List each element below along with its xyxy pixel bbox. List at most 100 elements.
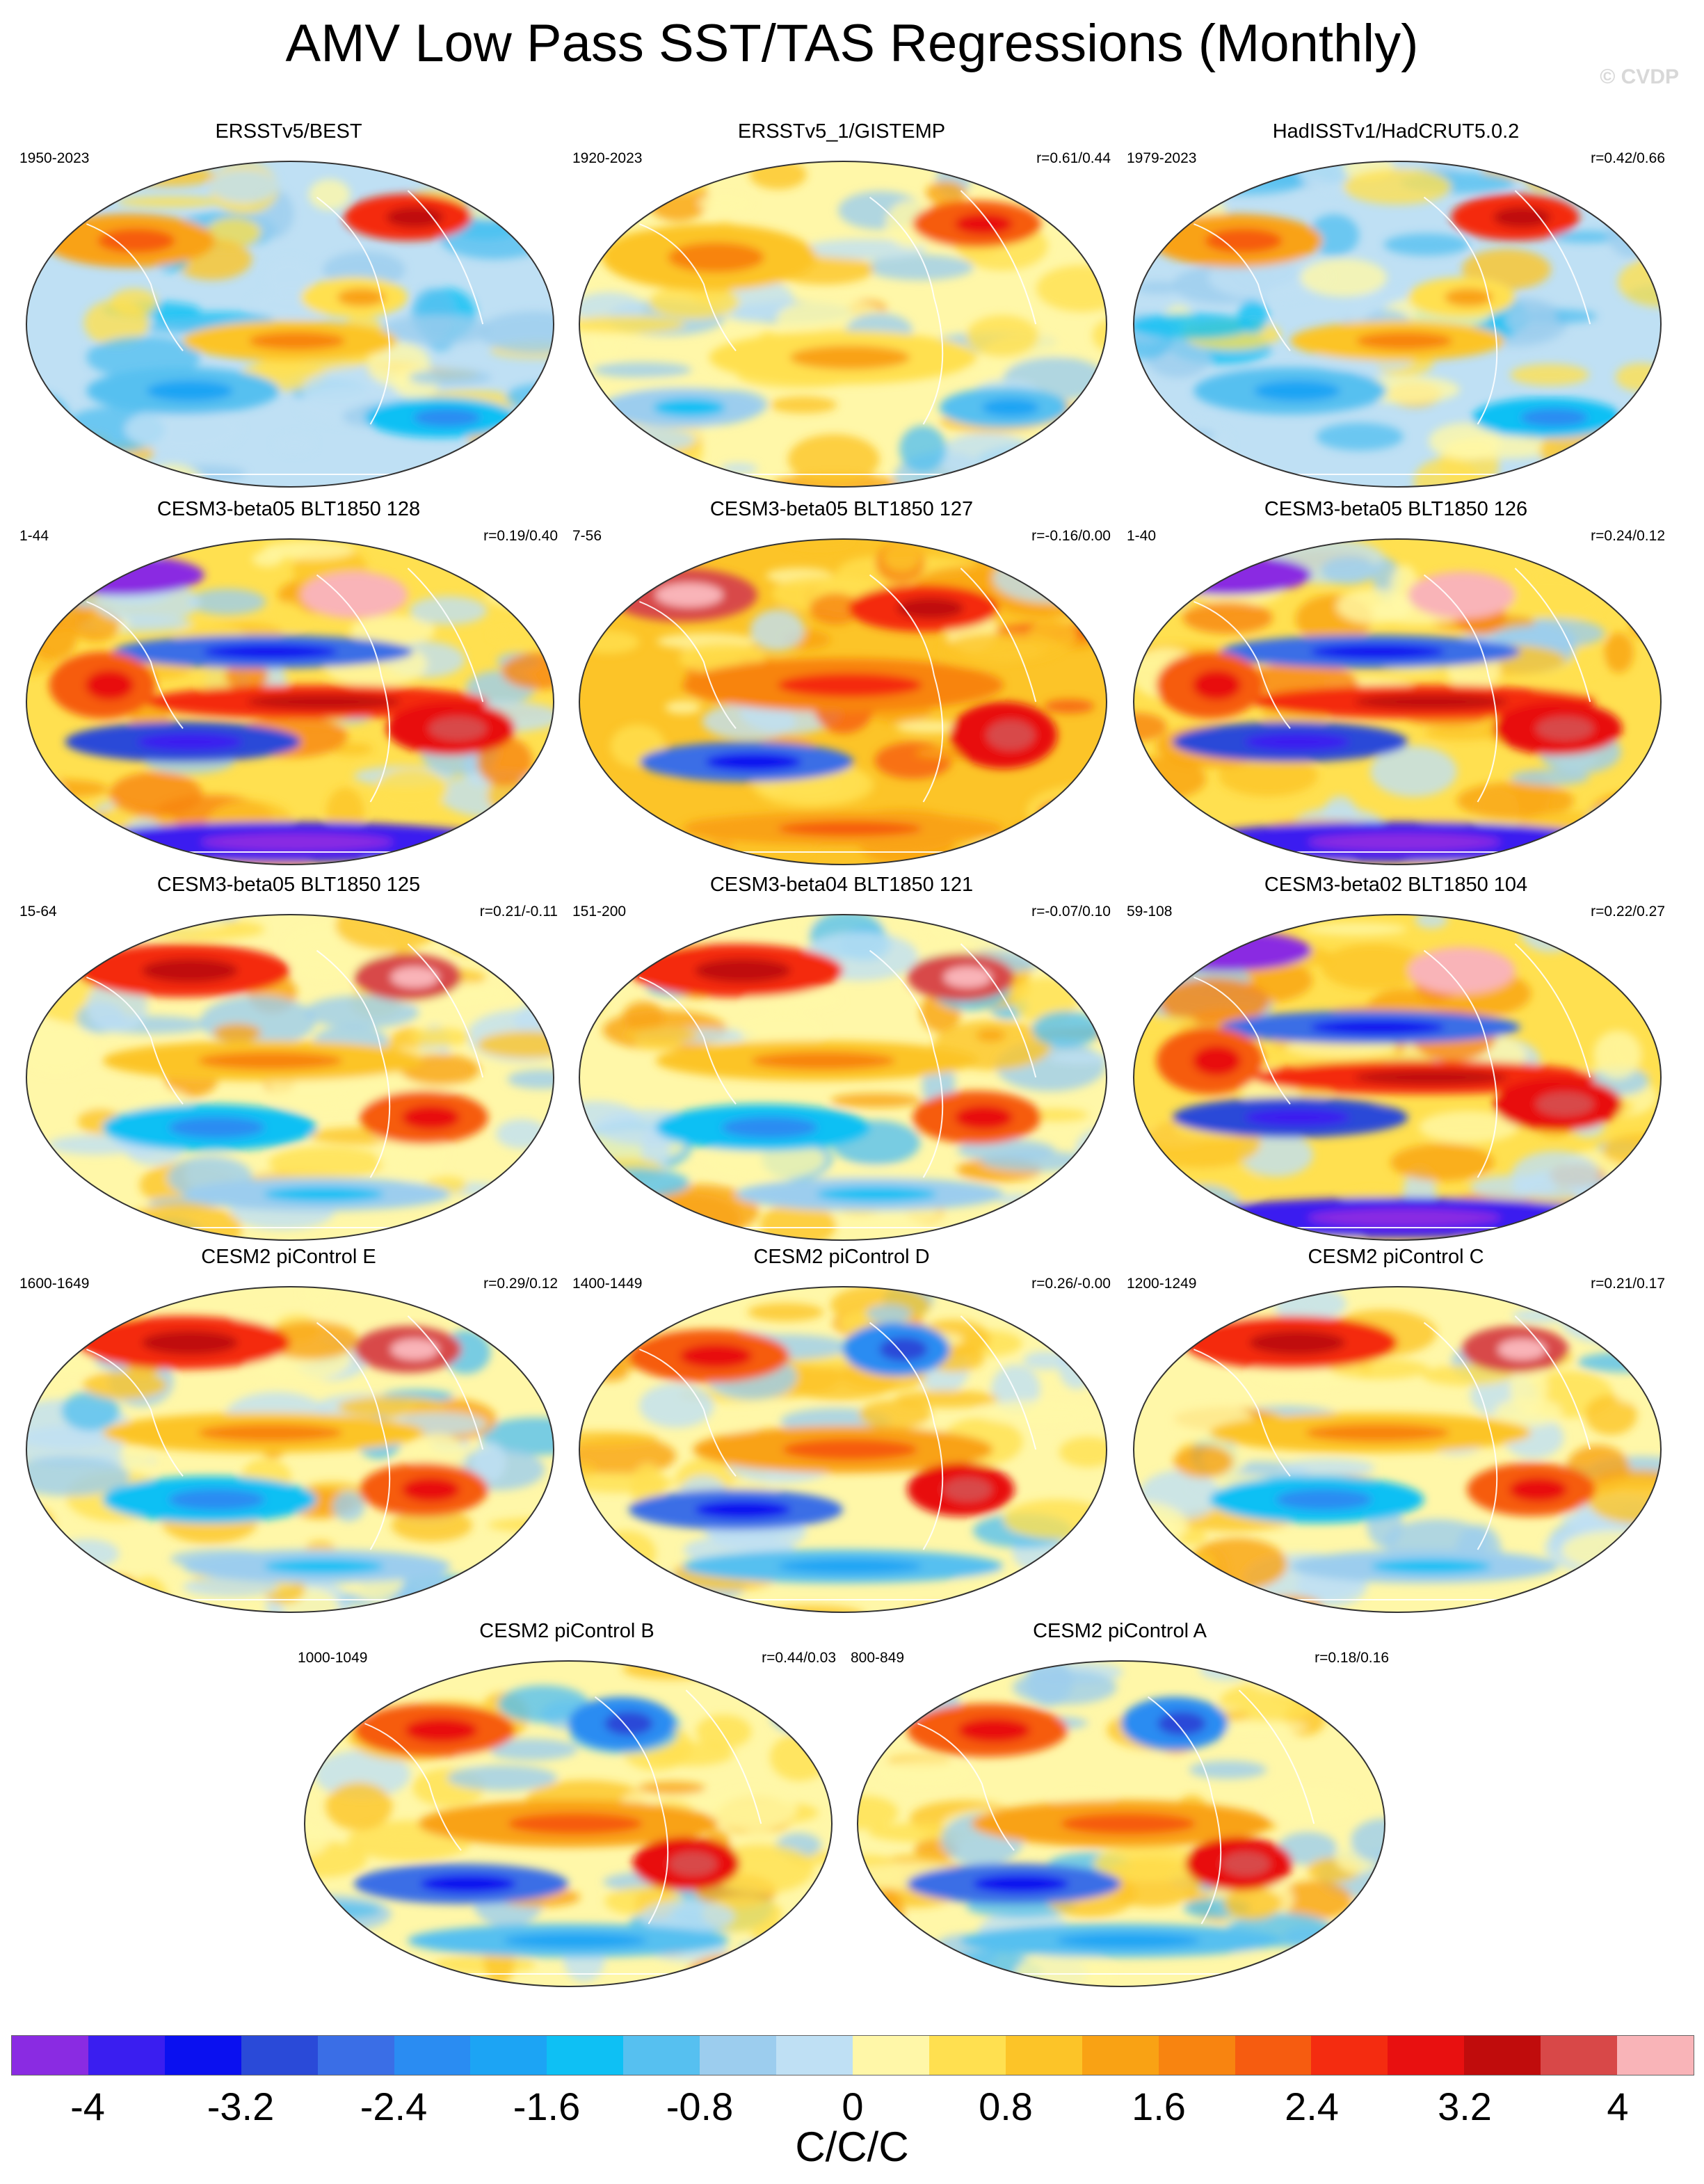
colorbar-swatch — [1464, 2036, 1541, 2075]
colorbar-swatch — [317, 2036, 394, 2075]
regression-map — [1133, 161, 1662, 488]
map-panel: ERSSTv5/BEST 1950-2023 — [14, 120, 563, 495]
panel-correlation: r=0.18/0.16 — [1315, 1650, 1389, 1666]
colorbar-tick-label: -1.6 — [513, 2085, 581, 2128]
panel-title: CESM2 piControl D — [753, 1246, 930, 1268]
panel-correlation: r=0.24/0.12 — [1591, 528, 1665, 544]
regression-map — [304, 1660, 833, 1987]
panel-correlation: r=-0.16/0.00 — [1031, 528, 1111, 544]
colorbar-tick-label: 4 — [1607, 2085, 1629, 2128]
colorbar-tick-label: -3.2 — [207, 2085, 275, 2128]
colorbar-tick-label: 3.2 — [1438, 2085, 1492, 2128]
colorbar-units: C/C/C — [795, 2123, 909, 2170]
panel-title: CESM3-beta05 BLT1850 127 — [709, 498, 974, 520]
colorbar-tick-label: 0.8 — [979, 2085, 1033, 2128]
panel-period: 800-849 — [851, 1650, 905, 1666]
colorbar-swatch — [1617, 2036, 1694, 2075]
panel-title: CESM3-beta05 BLT1850 128 — [156, 498, 421, 520]
panel-title: CESM2 piControl B — [479, 1620, 654, 1642]
regression-map — [1133, 1286, 1662, 1613]
regression-map — [26, 914, 554, 1241]
panel-period: 7-56 — [572, 528, 602, 544]
colorbar-tick-label: 2.4 — [1285, 2085, 1339, 2128]
colorbar-swatch — [1388, 2036, 1465, 2075]
panel-title: CESM3-beta05 BLT1850 125 — [156, 874, 421, 896]
map-panel: CESM2 piControl D 1400-1449 r=0.26/-0.00 — [567, 1245, 1116, 1621]
colorbar-swatch — [164, 2036, 241, 2075]
panel-title: CESM2 piControl C — [1308, 1246, 1484, 1268]
panel-title: CESM3-beta02 BLT1850 104 — [1264, 874, 1528, 896]
panel-title: HadISSTv1/HadCRUT5.0.2 — [1272, 120, 1520, 143]
panel-title: ERSSTv5/BEST — [215, 120, 362, 143]
panel-correlation: r=0.22/0.27 — [1591, 904, 1665, 920]
panel-correlation: r=0.61/0.44 — [1036, 150, 1111, 166]
regression-map — [1133, 914, 1662, 1241]
colorbar-ticks: -4 -3.2 -2.4 -1.6 -0.8 0 0.8 1.6 2.4 3.2 4 — [11, 2084, 1694, 2133]
panel-correlation: r=0.29/0.12 — [483, 1276, 558, 1292]
regression-map — [26, 1286, 554, 1613]
colorbar-swatch — [852, 2036, 929, 2075]
panel-correlation: r=0.19/0.40 — [483, 528, 558, 544]
panel-title: ERSSTv5_1/GISTEMP — [737, 120, 946, 143]
map-panel: CESM2 piControl E 1600-1649 r=0.29/0.12 — [14, 1245, 563, 1621]
panel-period: 1950-2023 — [19, 150, 90, 166]
regression-map — [857, 1660, 1385, 1987]
panel-period: 15-64 — [19, 904, 57, 920]
colorbar-swatch — [623, 2036, 700, 2075]
panel-period: 1600-1649 — [19, 1276, 90, 1292]
panel-title: CESM2 piControl E — [201, 1246, 376, 1268]
map-panel: CESM2 piControl A 800-849 r=0.18/0.16 — [845, 1619, 1394, 1995]
colorbar-swatch — [241, 2036, 318, 2075]
map-panel: CESM3-beta05 BLT1850 126 1-40 r=0.24/0.12 — [1121, 497, 1671, 873]
panel-title: CESM2 piControl A — [1033, 1620, 1207, 1642]
colorbar-swatch — [1235, 2036, 1312, 2075]
map-panel: CESM3-beta05 BLT1850 127 7-56 r=-0.16/0.00 — [567, 497, 1116, 873]
panel-period: 1400-1449 — [572, 1276, 643, 1292]
panel-title: CESM3-beta05 BLT1850 126 — [1264, 498, 1528, 520]
map-panel: CESM3-beta02 BLT1850 104 59-108 r=0.22/0.2… — [1121, 873, 1671, 1248]
map-panel: ERSSTv5_1/GISTEMP 1920-2023 r=0.61/0.44 — [567, 120, 1116, 495]
panel-correlation: r=0.42/0.66 — [1591, 150, 1665, 166]
colorbar-swatch — [929, 2036, 1006, 2075]
panel-correlation: r=0.44/0.03 — [762, 1650, 836, 1666]
colorbar-tick-label: 1.6 — [1132, 2085, 1186, 2128]
regression-map — [579, 538, 1107, 865]
colorbar-swatch — [1541, 2036, 1618, 2075]
colorbar-swatch — [88, 2036, 165, 2075]
colorbar-swatch — [12, 2036, 88, 2075]
panel-title: CESM3-beta04 BLT1850 121 — [709, 874, 974, 896]
panel-period: 1000-1049 — [298, 1650, 368, 1666]
panel-correlation: r=-0.07/0.10 — [1031, 904, 1111, 920]
colorbar-tick-label: 0 — [842, 2085, 864, 2128]
colorbar-swatch — [470, 2036, 547, 2075]
panel-period: 1-44 — [19, 528, 49, 544]
regression-map — [26, 538, 554, 865]
panel-period: 1200-1249 — [1127, 1276, 1197, 1292]
panel-period: 151-200 — [572, 904, 627, 920]
colorbar-tick-label: -4 — [70, 2085, 105, 2128]
colorbar-swatch — [394, 2036, 471, 2075]
panel-period: 59-108 — [1127, 904, 1173, 920]
regression-map — [26, 161, 554, 488]
panel-correlation: r=0.21/0.17 — [1591, 1276, 1665, 1292]
panel-period: 1-40 — [1127, 528, 1157, 544]
map-panel: HadISSTv1/HadCRUT5.0.2 1979-2023 r=0.42/0.… — [1121, 120, 1671, 495]
colorbar — [11, 2035, 1694, 2075]
panel-correlation: r=0.26/-0.00 — [1031, 1276, 1111, 1292]
colorbar-swatch — [1311, 2036, 1388, 2075]
map-panel: CESM3-beta05 BLT1850 128 1-44 r=0.19/0.40 — [14, 497, 563, 873]
colorbar-tick-label: -0.8 — [666, 2085, 734, 2128]
regression-map — [579, 1286, 1107, 1613]
colorbar-swatch — [700, 2036, 777, 2075]
colorbar-swatch — [1005, 2036, 1082, 2075]
panel-period: 1920-2023 — [572, 150, 643, 166]
regression-map — [579, 914, 1107, 1241]
colorbar-swatch — [1158, 2036, 1235, 2075]
map-panel: CESM2 piControl B 1000-1049 r=0.44/0.03 — [292, 1619, 842, 1995]
panel-period: 1979-2023 — [1127, 150, 1197, 166]
figure-title: AMV Low Pass SST/TAS Regressions (Monthl… — [285, 14, 1419, 73]
cvdp-watermark: © CVDP — [1600, 65, 1679, 88]
panel-correlation: r=0.21/-0.11 — [479, 904, 558, 920]
map-panel: CESM3-beta04 BLT1850 121 151-200 r=-0.07/0… — [567, 873, 1116, 1248]
regression-map — [579, 161, 1107, 488]
